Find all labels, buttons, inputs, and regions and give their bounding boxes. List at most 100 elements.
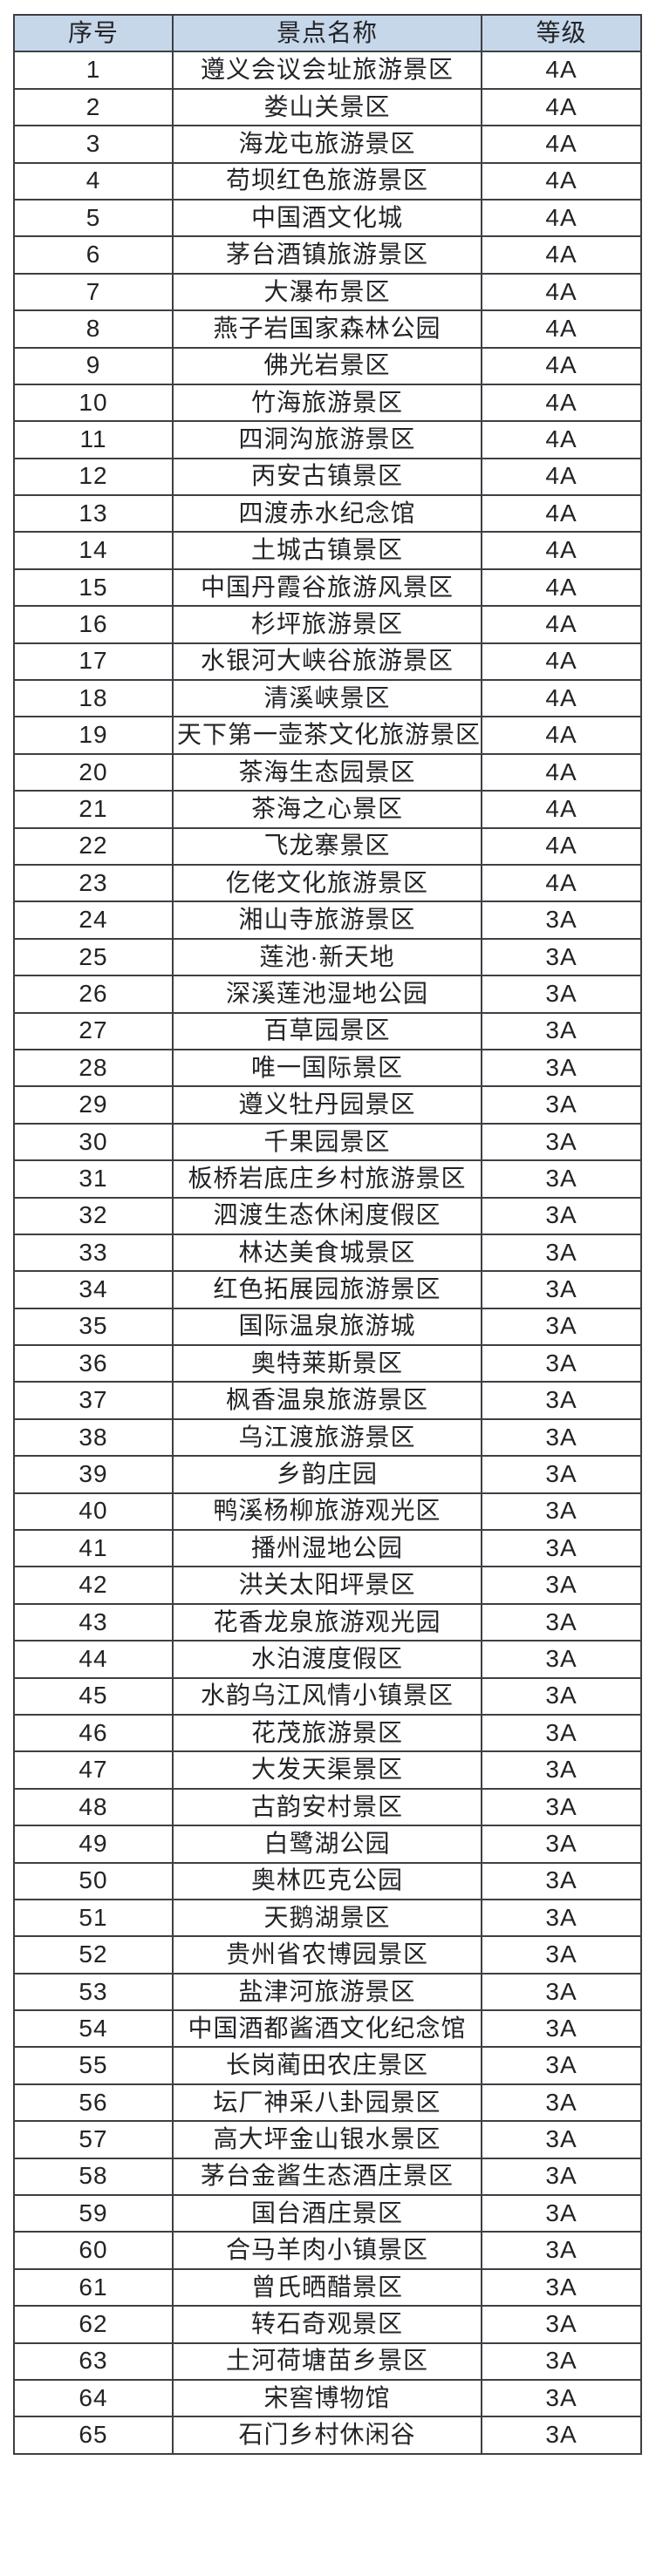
row-name-cell: 水银河大峡谷旅游景区 xyxy=(172,642,482,682)
row-number-cell: 5 xyxy=(13,198,174,238)
row-grade-cell: 3A xyxy=(481,1011,642,1050)
row-grade-cell: 3A xyxy=(481,1233,642,1273)
row-name-cell: 洪关太阳坪景区 xyxy=(172,1566,482,1605)
scenic-spots-table-container: 序号 景点名称 等级 1 遵义会议会址旅游景区 4A 2 娄山关景区 xyxy=(13,13,642,2455)
row-grade-cell: 3A xyxy=(481,1196,642,1235)
row-number-cell: 33 xyxy=(13,1233,174,1273)
row-name-cell: 红色拓展园旅游景区 xyxy=(172,1270,482,1309)
row-grade-cell: 4A xyxy=(481,826,642,866)
row-number-cell: 48 xyxy=(13,1787,174,1827)
table-row: 58 茅台金酱生态酒庄景区 3A xyxy=(13,2157,642,2197)
row-grade-cell: 3A xyxy=(481,1048,642,1088)
row-number-cell: 16 xyxy=(13,605,174,644)
row-number-cell: 37 xyxy=(13,1381,174,1420)
row-number-cell: 27 xyxy=(13,1011,174,1050)
row-number-cell: 4 xyxy=(13,161,174,201)
row-name-cell: 板桥岩底庄乡村旅游景区 xyxy=(172,1159,482,1199)
table-row: 29 遵义牡丹园景区 3A xyxy=(13,1085,642,1125)
row-grade-cell: 3A xyxy=(481,937,642,977)
row-number-cell: 61 xyxy=(13,2267,174,2308)
row-number-cell: 36 xyxy=(13,1344,174,1383)
table-row: 21 茶海之心景区 4A xyxy=(13,790,642,829)
row-grade-cell: 3A xyxy=(481,2231,642,2270)
row-grade-cell: 3A xyxy=(481,1307,642,1347)
row-number-cell: 13 xyxy=(13,494,174,534)
row-name-cell: 高大坪金山银水景区 xyxy=(172,2120,482,2159)
row-name-cell: 林达美食城景区 xyxy=(172,1233,482,1273)
row-number-cell: 65 xyxy=(13,2416,174,2455)
row-name-cell: 娄山关景区 xyxy=(172,87,482,127)
table-body: 1 遵义会议会址旅游景区 4A 2 娄山关景区 4A 3 海龙屯旅游景区 4A xyxy=(13,51,642,2455)
row-name-cell: 中国酒都酱酒文化纪念馆 xyxy=(172,2009,482,2049)
row-grade-cell: 3A xyxy=(481,1750,642,1790)
row-grade-cell: 3A xyxy=(481,2305,642,2344)
row-name-cell: 石门乡村休闲谷 xyxy=(172,2416,482,2455)
table-row: 17 水银河大峡谷旅游景区 4A xyxy=(13,642,642,682)
row-name-cell: 飞龙寨景区 xyxy=(172,826,482,866)
row-name-cell: 花香龙泉旅游观光园 xyxy=(172,1602,482,1642)
row-number-cell: 2 xyxy=(13,87,174,127)
table-row: 35 国际温泉旅游城 3A xyxy=(13,1307,642,1347)
row-number-cell: 40 xyxy=(13,1492,174,1532)
row-grade-cell: 4A xyxy=(481,457,642,497)
row-grade-cell: 3A xyxy=(481,1159,642,1199)
row-number-cell: 6 xyxy=(13,235,174,275)
row-grade-cell: 4A xyxy=(481,531,642,570)
table-row: 25 莲池·新天地 3A xyxy=(13,937,642,977)
row-name-cell: 坛厂神采八卦园景区 xyxy=(172,2083,482,2123)
table-row: 60 合马羊肉小镇景区 3A xyxy=(13,2231,642,2270)
row-number-cell: 51 xyxy=(13,1898,174,1938)
row-number-cell: 63 xyxy=(13,2342,174,2382)
table-row: 15 中国丹霞谷旅游风景区 4A xyxy=(13,568,642,608)
table-row: 39 乡韵庄园 3A xyxy=(13,1455,642,1494)
header-row: 序号 景点名称 等级 xyxy=(13,13,642,53)
table-row: 56 坛厂神采八卦园景区 3A xyxy=(13,2083,642,2123)
table-row: 42 洪关太阳坪景区 3A xyxy=(13,1566,642,1605)
table-row: 65 石门乡村休闲谷 3A xyxy=(13,2416,642,2455)
row-number-cell: 19 xyxy=(13,716,174,755)
row-grade-cell: 4A xyxy=(481,716,642,755)
table-row: 3 海龙屯旅游景区 4A xyxy=(13,125,642,164)
row-grade-cell: 3A xyxy=(481,1972,642,2012)
row-grade-cell: 3A xyxy=(481,2157,642,2197)
row-number-cell: 64 xyxy=(13,2378,174,2418)
row-number-cell: 24 xyxy=(13,901,174,940)
row-grade-cell: 4A xyxy=(481,790,642,829)
row-grade-cell: 3A xyxy=(481,901,642,940)
row-name-cell: 唯一国际景区 xyxy=(172,1048,482,1088)
row-grade-cell: 3A xyxy=(481,2194,642,2233)
row-number-cell: 59 xyxy=(13,2194,174,2233)
row-grade-cell: 3A xyxy=(481,1529,642,1568)
row-number-cell: 1 xyxy=(13,51,174,90)
row-name-cell: 贵州省农博园景区 xyxy=(172,1935,482,1974)
table-row: 36 奥特莱斯景区 3A xyxy=(13,1344,642,1383)
row-grade-cell: 3A xyxy=(481,1787,642,1827)
row-grade-cell: 3A xyxy=(481,2083,642,2123)
row-number-cell: 15 xyxy=(13,568,174,608)
row-name-cell: 长岗蔺田农庄景区 xyxy=(172,2046,482,2085)
table-row: 32 泗渡生态休闲度假区 3A xyxy=(13,1196,642,1235)
row-name-cell: 中国丹霞谷旅游风景区 xyxy=(172,568,482,608)
row-grade-cell: 3A xyxy=(481,1270,642,1309)
table-row: 8 燕子岩国家森林公园 4A xyxy=(13,309,642,349)
row-name-cell: 遵义牡丹园景区 xyxy=(172,1085,482,1125)
row-name-cell: 花茂旅游景区 xyxy=(172,1713,482,1753)
row-name-cell: 深溪莲池湿地公园 xyxy=(172,975,482,1014)
row-number-cell: 50 xyxy=(13,1861,174,1900)
table-row: 19 天下第一壶茶文化旅游景区 4A xyxy=(13,716,642,755)
row-name-cell: 清溪峡景区 xyxy=(172,679,482,718)
table-row: 20 茶海生态园景区 4A xyxy=(13,752,642,792)
table-row: 11 四洞沟旅游景区 4A xyxy=(13,420,642,459)
row-name-cell: 国台酒庄景区 xyxy=(172,2194,482,2233)
row-grade-cell: 3A xyxy=(481,2378,642,2418)
table-row: 49 白鹭湖公园 3A xyxy=(13,1825,642,1864)
row-name-cell: 鸭溪杨柳旅游观光区 xyxy=(172,1492,482,1532)
row-number-cell: 57 xyxy=(13,2120,174,2159)
row-grade-cell: 3A xyxy=(481,2120,642,2159)
row-grade-cell: 3A xyxy=(481,1676,642,1716)
row-number-cell: 47 xyxy=(13,1750,174,1790)
row-grade-cell: 4A xyxy=(481,87,642,127)
row-number-cell: 14 xyxy=(13,531,174,570)
row-grade-cell: 3A xyxy=(481,1455,642,1494)
row-name-cell: 白鹭湖公园 xyxy=(172,1825,482,1864)
